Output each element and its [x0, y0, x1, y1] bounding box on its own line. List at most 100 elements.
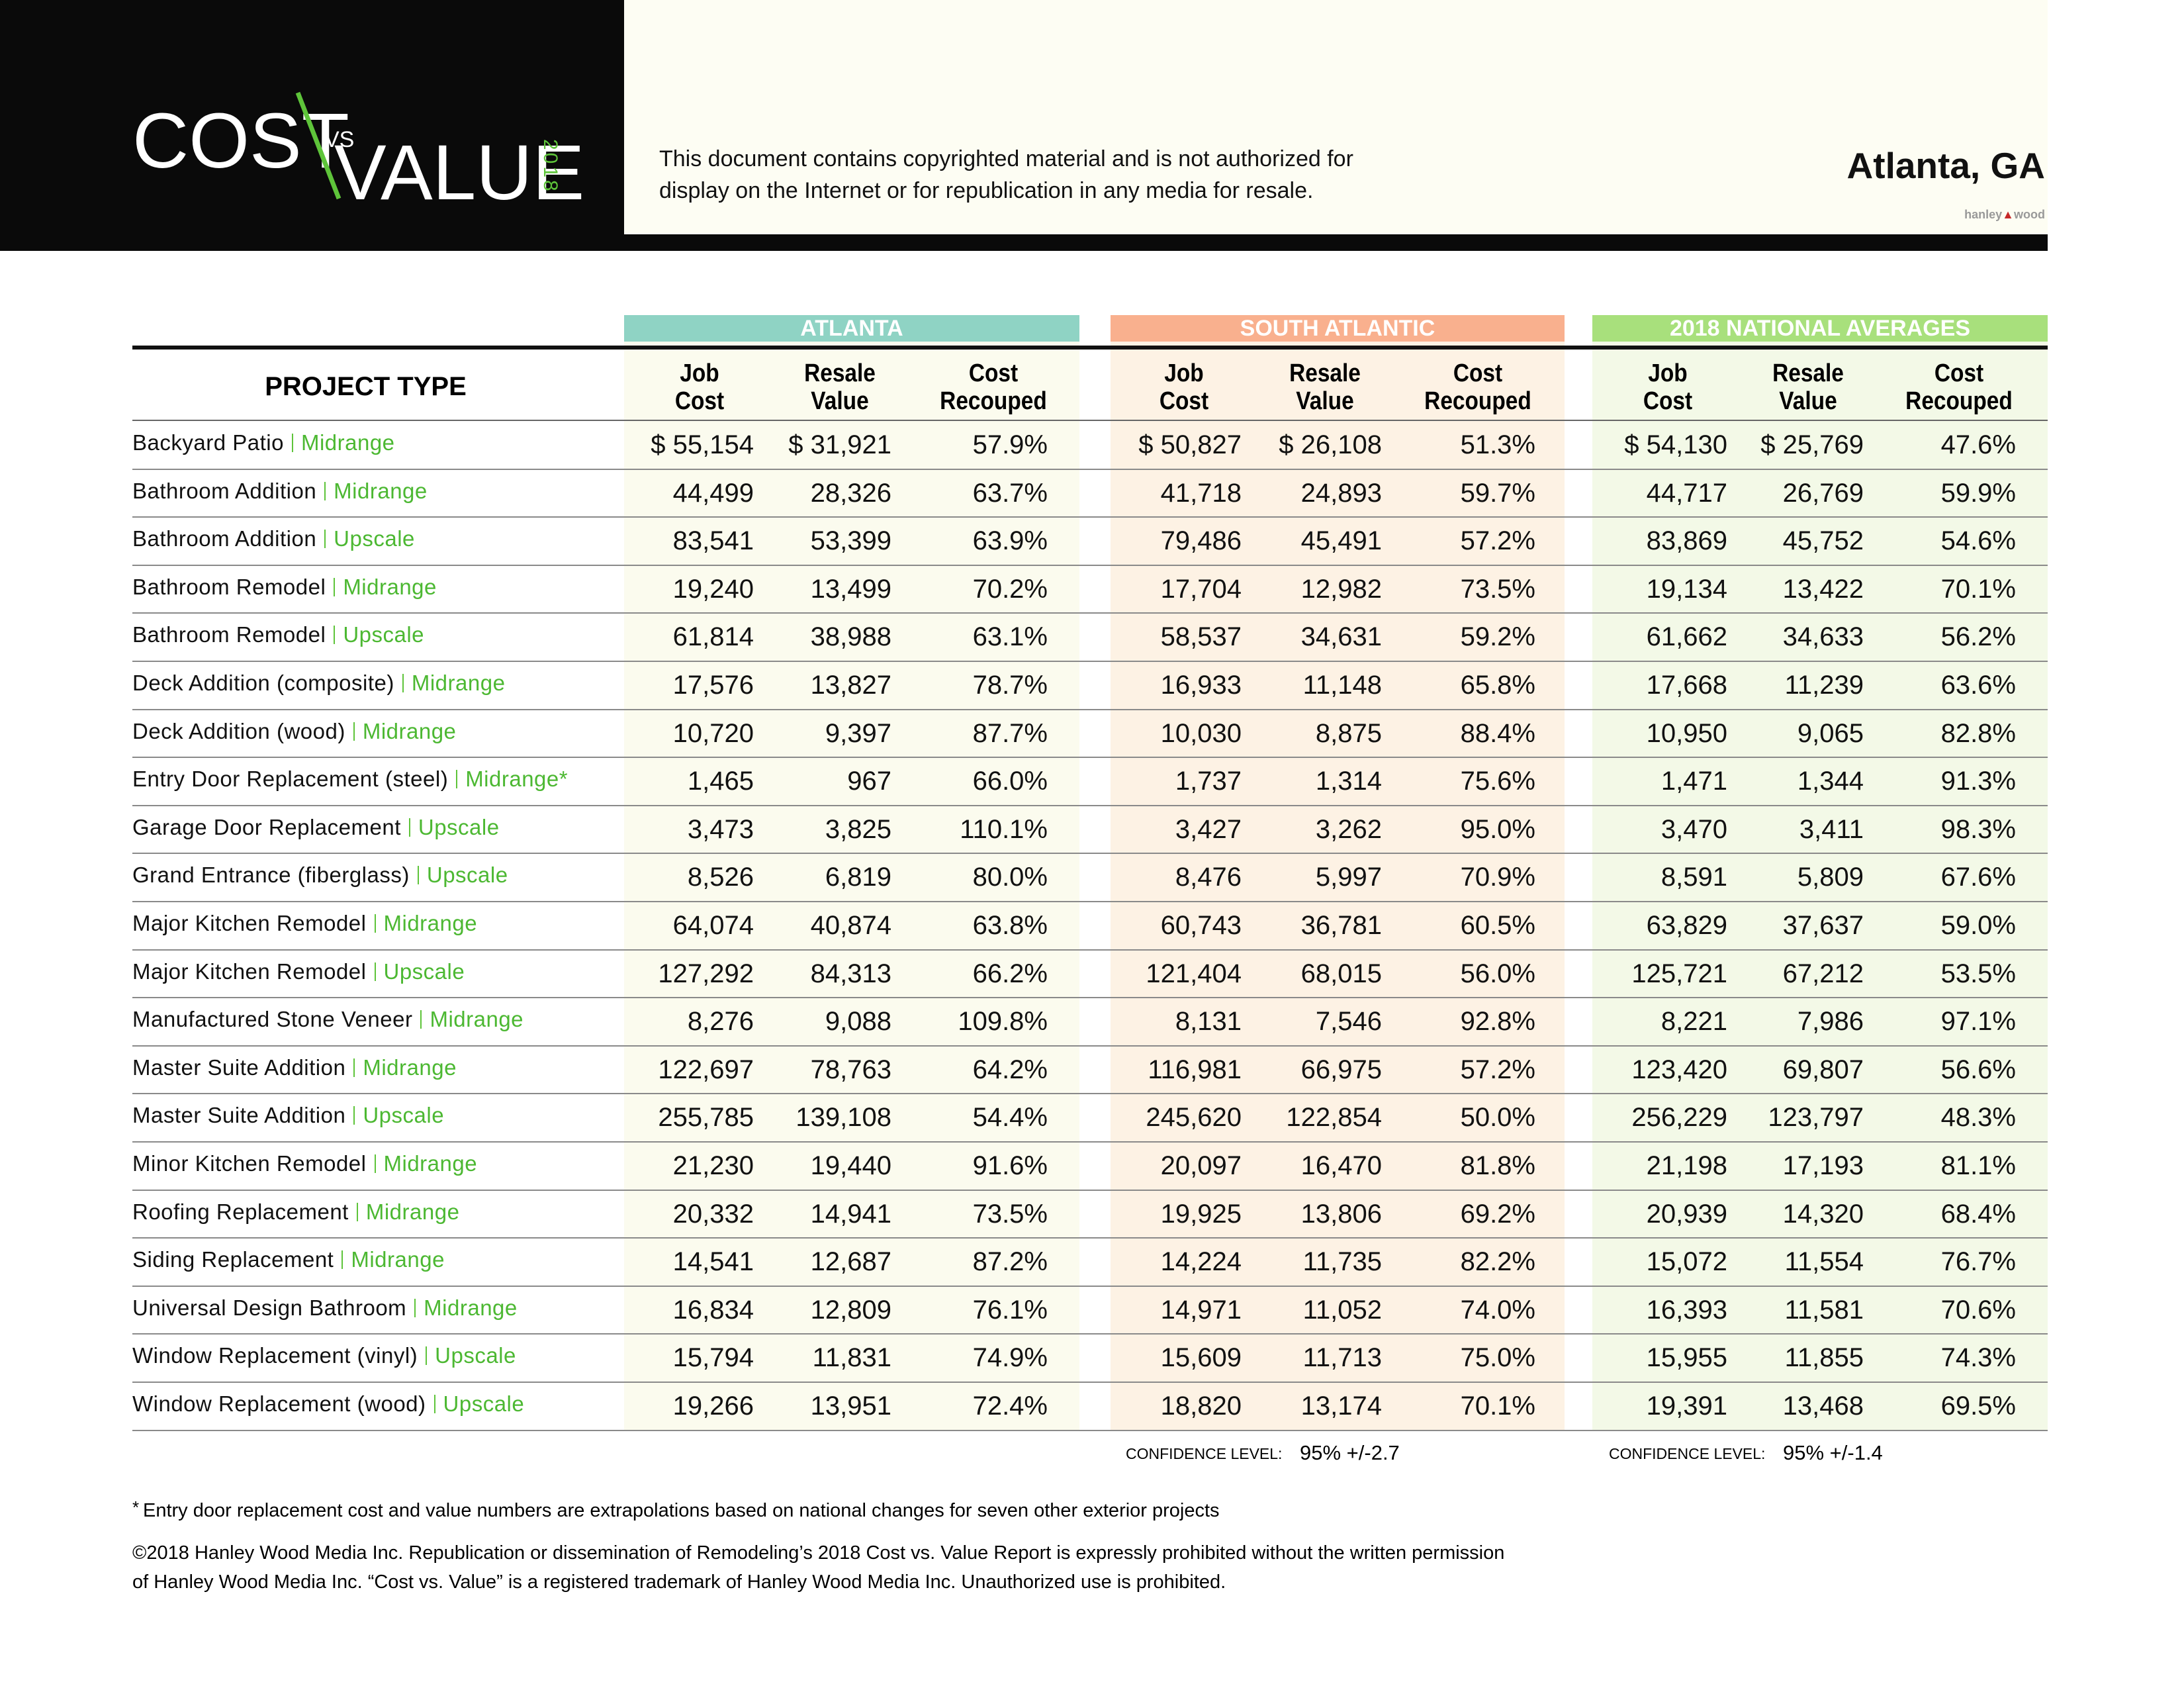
cell: 50.0%	[1460, 1103, 1535, 1133]
tier: Midrange	[383, 1151, 478, 1176]
column-header: Cost Recouped	[1408, 359, 1547, 415]
project: Major Kitchen Remodel	[132, 959, 367, 984]
header-bar	[624, 234, 2048, 251]
column-header-line: Value	[1296, 387, 1354, 415]
tier: Midrange	[424, 1295, 518, 1320]
city: Atlanta, GA	[1846, 145, 2045, 186]
cell: 9,397	[825, 718, 891, 748]
row-rule	[132, 661, 2048, 662]
cell: 45,752	[1782, 526, 1864, 556]
cell: 70.2%	[972, 574, 1048, 604]
cell: 11,713	[1302, 1343, 1382, 1373]
cell: 17,668	[1646, 671, 1727, 700]
cell: 18,820	[1160, 1391, 1242, 1421]
project-name: Deck Addition (composite) Midrange	[132, 671, 505, 696]
cell: 19,240	[672, 574, 754, 604]
rule	[132, 346, 2048, 350]
project: Roofing Replacement	[132, 1199, 349, 1224]
cell: 15,609	[1160, 1343, 1242, 1373]
brand: hanley▲wood	[1964, 208, 2045, 221]
cell: 3,473	[687, 814, 754, 844]
separator	[402, 674, 404, 692]
project-name: Window Replacement (wood) Upscale	[132, 1391, 524, 1417]
logo-slash	[295, 91, 341, 200]
project-name: Backyard Patio Midrange	[132, 430, 395, 455]
tier: Upscale	[334, 526, 415, 551]
project: Master Suite Addition	[132, 1055, 346, 1080]
cell: 74.3%	[1940, 1343, 2016, 1373]
cell: 16,470	[1300, 1151, 1382, 1180]
column-header-line: Job	[680, 359, 719, 387]
column-header-line: Value	[811, 387, 869, 415]
notice-line: display on the Internet or for republica…	[659, 178, 1314, 203]
cell: 9,088	[825, 1007, 891, 1037]
cell: 17,193	[1782, 1151, 1864, 1180]
cell: 8,591	[1661, 863, 1727, 892]
cell: 15,072	[1646, 1247, 1727, 1277]
tier: Midrange*	[465, 767, 569, 792]
tier: Upscale	[435, 1343, 516, 1368]
cell: 245,620	[1146, 1103, 1242, 1133]
column-header-line: Job	[1164, 359, 1204, 387]
cell: 11,855	[1784, 1343, 1864, 1373]
separator	[414, 1298, 416, 1317]
row-rule	[132, 757, 2048, 759]
row-rule	[132, 1045, 2048, 1047]
tier: Midrange	[383, 911, 478, 935]
cell: 11,554	[1784, 1247, 1864, 1277]
copyright: of Hanley Wood Media Inc. “Cost vs. Valu…	[132, 1571, 1226, 1593]
project-name: Garage Door Replacement Upscale	[132, 815, 500, 840]
separator	[334, 577, 336, 596]
cell: 53.5%	[1940, 959, 2016, 988]
project-name: Siding Replacement Midrange	[132, 1247, 445, 1272]
project: Bathroom Remodel	[132, 574, 326, 599]
project-name: Window Replacement (vinyl) Upscale	[132, 1343, 516, 1368]
cell: 19,440	[810, 1151, 891, 1180]
logo-cost: COST	[132, 97, 349, 185]
cell: 10,030	[1160, 718, 1242, 748]
cell: 13,174	[1300, 1391, 1382, 1421]
cell: 63.9%	[972, 526, 1048, 556]
separator	[417, 866, 419, 885]
project-name: Roofing Replacement Midrange	[132, 1199, 459, 1225]
cell: 20,097	[1160, 1151, 1242, 1180]
cell: 14,941	[810, 1199, 891, 1229]
cell: 6,819	[825, 863, 891, 892]
project-name: Deck Addition (wood) Midrange	[132, 719, 456, 744]
project: Major Kitchen Remodel	[132, 911, 367, 935]
cell: $ 54,130	[1624, 430, 1727, 459]
cell: 12,687	[810, 1247, 891, 1277]
cell: 83,869	[1646, 526, 1727, 556]
tier: Upscale	[426, 863, 508, 888]
logo: COST VS VALUE 2018	[132, 91, 584, 216]
column-header: Job Cost	[629, 359, 769, 415]
cell: 255,785	[658, 1103, 754, 1133]
cell: $ 55,154	[651, 430, 754, 459]
project-name: Master Suite Addition Upscale	[132, 1103, 444, 1128]
cell: 8,875	[1315, 718, 1382, 748]
cell: 8,476	[1175, 863, 1242, 892]
cell: 20,939	[1646, 1199, 1727, 1229]
column-header-line: Recouped	[1424, 387, 1531, 415]
cell: 70.1%	[1940, 574, 2016, 604]
cell: 95.0%	[1460, 814, 1535, 844]
project: Siding Replacement	[132, 1247, 334, 1272]
project: Bathroom Addition	[132, 526, 317, 551]
cell: 14,320	[1782, 1199, 1864, 1229]
cell: 16,393	[1646, 1295, 1727, 1325]
logo-year: 2018	[539, 139, 561, 194]
separator	[456, 770, 458, 789]
row-rule	[132, 997, 2048, 999]
cell: 73.5%	[1460, 574, 1535, 604]
project-name: Entry Door Replacement (steel) Midrange*	[132, 767, 568, 792]
cell: 56.0%	[1460, 959, 1535, 988]
tier: Upscale	[443, 1391, 525, 1416]
group-header: ATLANTA	[624, 315, 1079, 342]
cell: 48.3%	[1940, 1103, 2016, 1133]
cell: 63.6%	[1940, 671, 2016, 700]
separator	[433, 1395, 435, 1413]
column-header-line: Resale	[1772, 359, 1844, 387]
project: Universal Design Bathroom	[132, 1295, 407, 1320]
cell: 75.0%	[1460, 1343, 1535, 1373]
cell: 19,134	[1646, 574, 1727, 604]
